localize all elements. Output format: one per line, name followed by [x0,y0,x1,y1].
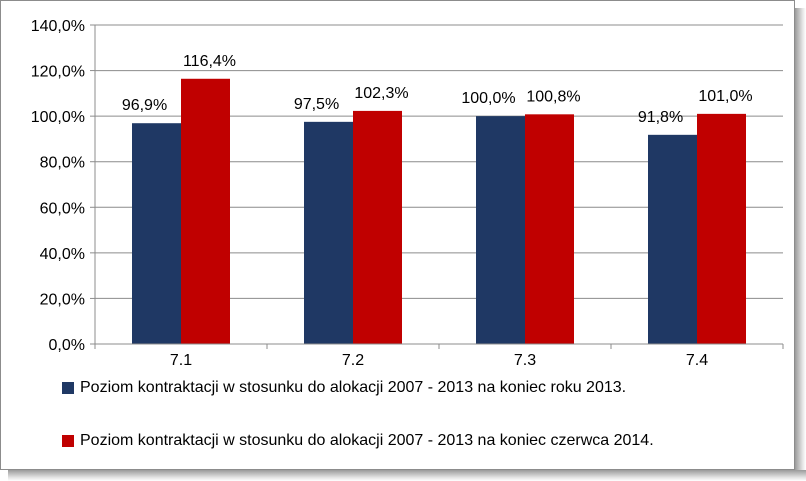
y-tick-label: 40,0% [40,246,85,263]
frame-shadow-bottom [8,470,806,481]
x-tick-label: 7.1 [170,352,192,369]
legend-swatch-series-2 [62,435,74,447]
data-label-series-2: 101,0% [698,88,752,105]
y-tick-label: 80,0% [40,155,85,172]
data-label-series-2: 100,8% [526,88,580,105]
bars [132,78,746,345]
y-tick-label: 120,0% [31,64,85,81]
bar-chart: 0,0% 20,0% 40,0% 60,0% 80,0% 100,0% 120,0% 140,… [31,18,784,369]
x-tick-label: 7.2 [342,352,364,369]
bar-series-2-7-4 [697,113,746,344]
data-label-series-1: 96,9% [122,97,167,114]
data-label-series-1: 100,0% [461,90,515,107]
y-tick-label: 0,0% [49,337,85,354]
bar-series-2-7-3 [525,114,574,344]
data-label-series-2: 102,3% [354,85,408,102]
bar-series-1-7-1 [132,123,181,345]
legend-label-series-2: Poziom kontraktacji w stosunku do alokac… [80,432,654,449]
y-tick-label: 20,0% [40,291,85,308]
labels: 0,0% 20,0% 40,0% 60,0% 80,0% 100,0% 120,0% 140,… [31,18,753,369]
bar-series-1-7-3 [476,116,525,345]
legend-item-series-2: Poziom kontraktacji w stosunku do alokac… [62,432,654,450]
frame-shadow-right [795,8,806,481]
legend-item-series-1: Poziom kontraktacji w stosunku do alokac… [62,379,626,397]
data-label-series-2: 116,4% [183,53,236,70]
y-tick-label: 60,0% [40,200,85,217]
y-tick-label: 100,0% [31,109,85,126]
data-label-series-1: 97,5% [294,96,339,113]
axes [90,24,784,349]
bar-series-2-7-2 [353,110,402,344]
legend-label-series-1: Poziom kontraktacji w stosunku do alokac… [80,379,627,396]
bar-series-1-7-2 [304,121,353,344]
bar-series-1-7-4 [648,134,697,344]
bar-series-2-7-1 [181,78,230,344]
data-label-series-1: 91,8% [638,109,683,126]
x-tick-label: 7.3 [514,352,536,369]
x-tick-label: 7.4 [686,352,708,369]
legend-swatch-series-1 [62,382,74,394]
y-tick-label: 140,0% [31,18,85,35]
